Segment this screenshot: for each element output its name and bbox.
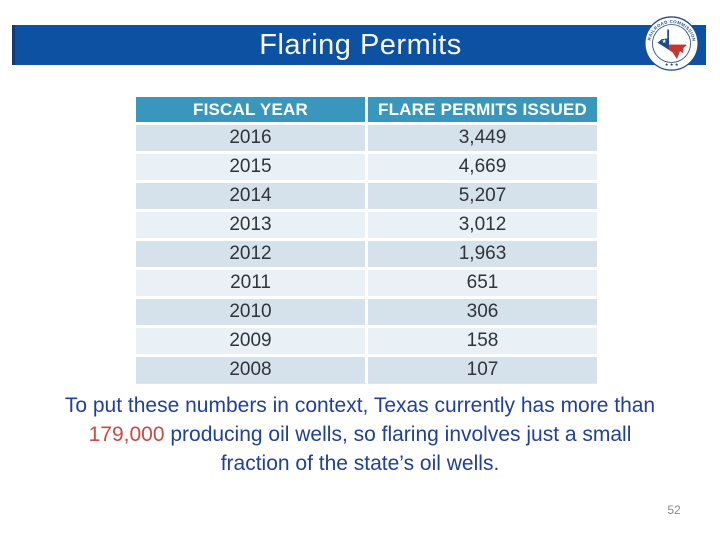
flaring-permits-table: FISCAL YEAR FLARE PERMITS ISSUED 2016 3,4… xyxy=(136,94,597,387)
page-title: Flaring Permits xyxy=(259,29,462,61)
table-row: 2008 107 xyxy=(136,357,597,384)
table-row: 2012 1,963 xyxy=(136,241,597,267)
permits-issued-cell: 1,963 xyxy=(367,241,597,267)
table-row: 2010 306 xyxy=(136,299,597,325)
note-text-start: To put these numbers in context, Texas c… xyxy=(64,394,656,417)
table-row: 2011 651 xyxy=(136,270,597,296)
permits-table-body: 2016 3,449 2015 4,669 2014 5,207 2013 3,012 2012… xyxy=(136,125,597,384)
table-row: 2009 158 xyxy=(136,328,597,354)
permits-issued-cell: 651 xyxy=(367,270,597,296)
permits-issued-cell: 3,012 xyxy=(367,212,597,238)
permits-issued-cell: 3,449 xyxy=(367,125,597,151)
permits-issued-cell: 107 xyxy=(367,357,597,384)
fiscal-year-cell: 2008 xyxy=(136,357,368,384)
context-note: To put these numbers in context, Texas c… xyxy=(0,391,720,478)
flare-permits-header: FLARE PERMITS ISSUED xyxy=(367,97,597,122)
table-header-row: FISCAL YEAR FLARE PERMITS ISSUED xyxy=(136,97,597,122)
permits-issued-cell: 4,669 xyxy=(367,154,597,180)
permits-issued-cell: 306 xyxy=(367,299,597,325)
note-text-end: producing oil wells, so flaring involves… xyxy=(164,423,632,475)
fiscal-year-cell: 2009 xyxy=(136,328,368,354)
title-banner: Flaring Permits xyxy=(12,25,706,65)
note-highlight-number: 179,000 xyxy=(88,423,165,446)
fiscal-year-cell: 2013 xyxy=(136,212,368,238)
page-number: 52 xyxy=(667,503,681,517)
fiscal-year-cell: 2014 xyxy=(136,183,368,209)
fiscal-year-cell: 2015 xyxy=(136,154,368,180)
permits-issued-cell: 158 xyxy=(367,328,597,354)
permits-issued-cell: 5,207 xyxy=(367,183,597,209)
fiscal-year-header: FISCAL YEAR xyxy=(136,97,368,122)
seal-stars: ★ ★ ★ xyxy=(665,62,679,67)
table-row: 2015 4,669 xyxy=(136,154,597,180)
fiscal-year-cell: 2010 xyxy=(136,299,368,325)
railroad-commission-of-texas-seal-icon: RAILROAD COMMISSION OF TEXAS ★ ★ ★ ★ xyxy=(643,15,699,71)
table-row: 2013 3,012 xyxy=(136,212,597,238)
fiscal-year-cell: 2016 xyxy=(136,125,368,151)
fiscal-year-cell: 2011 xyxy=(136,270,368,296)
fiscal-year-cell: 2012 xyxy=(136,241,368,267)
table-row: 2016 3,449 xyxy=(136,125,597,151)
table-row: 2014 5,207 xyxy=(136,183,597,209)
texas-star: ★ xyxy=(662,39,667,45)
